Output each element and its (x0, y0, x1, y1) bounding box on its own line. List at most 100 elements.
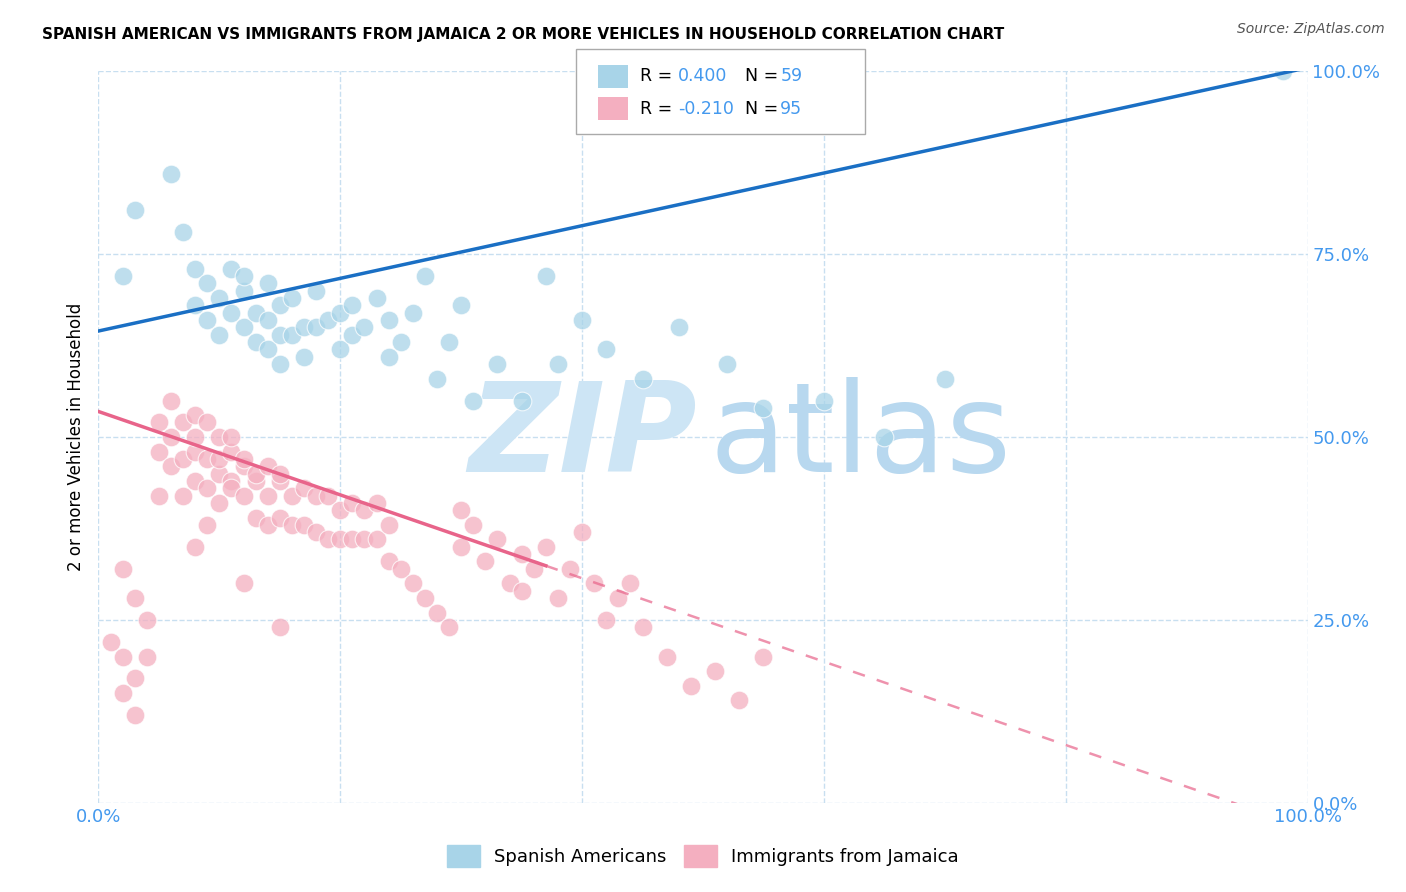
Point (111, 562, 134, 576)
Point (221, 444, 243, 458)
Text: 0.400: 0.400 (678, 67, 727, 85)
Point (329, 343, 352, 357)
Point (195, 313, 218, 327)
Point (256, 517, 278, 532)
Point (195, 452, 218, 467)
Point (450, 503, 472, 517)
Point (607, 591, 630, 605)
Point (232, 452, 254, 467)
Point (184, 261, 207, 276)
Text: R =: R = (640, 67, 678, 85)
Point (450, 540, 472, 554)
Point (571, 525, 593, 540)
Point (329, 306, 352, 320)
Point (366, 496, 388, 510)
Text: N =: N = (745, 100, 785, 118)
Point (160, 430, 183, 444)
Y-axis label: 2 or more Vehicles in Household: 2 or more Vehicles in Household (66, 303, 84, 571)
Point (221, 306, 243, 320)
Point (342, 298, 364, 312)
Point (728, 693, 751, 707)
Point (510, 547, 533, 561)
Point (148, 444, 170, 458)
Point (668, 320, 690, 334)
Point (583, 576, 606, 591)
Point (377, 313, 399, 327)
Point (316, 489, 339, 503)
Point (437, 620, 460, 634)
Legend: Spanish Americans, Immigrants from Jamaica: Spanish Americans, Immigrants from Jamai… (447, 845, 959, 867)
Point (281, 327, 304, 342)
Point (305, 284, 328, 298)
Point (571, 313, 593, 327)
Point (342, 327, 364, 342)
Point (208, 467, 231, 481)
Point (281, 489, 304, 503)
Point (463, 393, 485, 408)
Text: R =: R = (640, 100, 678, 118)
Point (510, 393, 533, 408)
Point (679, 679, 702, 693)
Point (208, 496, 231, 510)
Point (160, 167, 183, 181)
Text: 59: 59 (780, 67, 803, 85)
Point (111, 269, 134, 284)
Point (523, 562, 546, 576)
Point (510, 583, 533, 598)
Point (389, 562, 412, 576)
Text: -0.210: -0.210 (678, 100, 734, 118)
Point (269, 620, 291, 634)
Point (292, 320, 315, 334)
Point (474, 554, 496, 568)
Point (342, 533, 364, 547)
Point (281, 291, 304, 305)
Point (172, 225, 194, 239)
Point (111, 686, 134, 700)
Point (813, 393, 835, 408)
Point (498, 576, 520, 591)
Point (292, 517, 315, 532)
Point (195, 277, 218, 291)
Point (232, 489, 254, 503)
Point (100, 635, 122, 649)
Point (437, 334, 460, 349)
Point (269, 357, 291, 371)
Point (1272, 64, 1295, 78)
Point (208, 452, 231, 467)
Point (256, 313, 278, 327)
Point (148, 416, 170, 430)
Point (316, 313, 339, 327)
Point (208, 291, 231, 305)
Point (172, 416, 194, 430)
Point (135, 613, 157, 627)
Point (934, 371, 956, 385)
Point (413, 591, 436, 605)
Point (752, 401, 775, 415)
Point (245, 306, 267, 320)
Point (377, 517, 399, 532)
Text: N =: N = (745, 67, 785, 85)
Point (292, 350, 315, 364)
Text: Source: ZipAtlas.com: Source: ZipAtlas.com (1237, 22, 1385, 37)
Point (558, 562, 581, 576)
Point (426, 606, 449, 620)
Point (208, 327, 231, 342)
Point (111, 649, 134, 664)
Point (329, 503, 352, 517)
Point (353, 320, 375, 334)
Point (232, 459, 254, 474)
Point (353, 533, 375, 547)
Text: SPANISH AMERICAN VS IMMIGRANTS FROM JAMAICA 2 OR MORE VEHICLES IN HOUSEHOLD CORR: SPANISH AMERICAN VS IMMIGRANTS FROM JAMA… (42, 27, 1004, 42)
Point (124, 708, 146, 723)
Point (873, 430, 896, 444)
Point (366, 533, 388, 547)
Point (208, 430, 231, 444)
Point (195, 517, 218, 532)
Point (377, 554, 399, 568)
Point (316, 533, 339, 547)
Point (221, 261, 243, 276)
Point (195, 416, 218, 430)
Point (534, 269, 557, 284)
Point (232, 269, 254, 284)
Point (184, 430, 207, 444)
